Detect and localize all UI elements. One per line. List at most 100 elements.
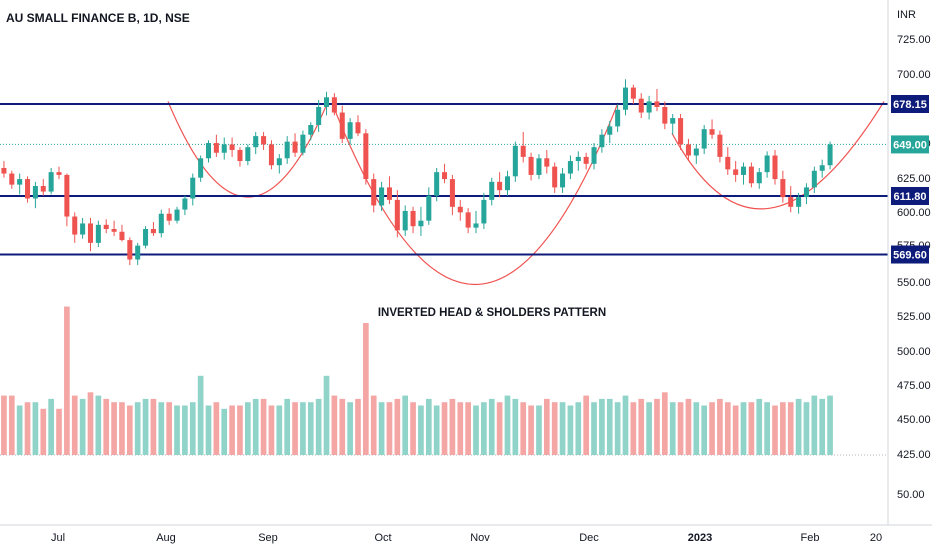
volume-bar — [536, 405, 542, 455]
volume-bar — [780, 402, 786, 455]
candle-body — [190, 177, 196, 199]
candle-body — [442, 172, 448, 180]
volume-bar — [229, 405, 235, 455]
volume-bar — [748, 402, 755, 455]
candle-body — [756, 172, 762, 184]
candle-body — [560, 173, 566, 188]
candle-body — [268, 144, 274, 166]
candle-body — [536, 158, 542, 175]
candle — [638, 93, 644, 119]
candle-body — [410, 210, 416, 227]
candle-body — [638, 98, 644, 113]
price-tick-label: 600.00 — [897, 207, 931, 219]
volume-bar — [488, 398, 495, 455]
candle-body — [64, 174, 70, 217]
candle-body — [504, 176, 510, 191]
pattern-arc[interactable] — [671, 101, 885, 210]
candle-body — [544, 158, 550, 167]
volume-bar — [197, 375, 204, 455]
volume-bar — [567, 405, 574, 455]
volume-bar — [260, 398, 267, 455]
candle — [150, 222, 156, 236]
candle-body — [457, 206, 463, 213]
volume-bar — [599, 398, 605, 455]
candle-body — [646, 101, 652, 113]
candle — [685, 138, 691, 162]
price-tags: 678.15 611.80 569.60 649.00 — [891, 95, 929, 264]
candle — [434, 167, 440, 202]
candle-body — [331, 97, 337, 113]
candle — [646, 95, 652, 120]
candle — [796, 192, 802, 214]
price-tag — [891, 245, 929, 264]
candle — [748, 162, 754, 188]
candle — [347, 118, 353, 145]
candle — [355, 115, 361, 137]
candle-body — [819, 165, 825, 171]
candle-body — [497, 181, 503, 191]
candle-body — [741, 166, 747, 175]
volume-bar — [606, 398, 613, 455]
candle-body — [678, 118, 684, 145]
volume-bar — [79, 398, 86, 455]
volume-bar — [685, 398, 692, 455]
volume-bar — [95, 395, 102, 455]
volume-bar — [496, 402, 503, 455]
candle — [119, 224, 125, 242]
candle-body — [402, 210, 408, 231]
candle-body — [662, 106, 668, 124]
volume-bar — [465, 402, 471, 455]
time-axis[interactable]: Jul Aug Sep Oct Nov Dec 2023 Feb 20 — [51, 532, 882, 544]
candle — [457, 199, 463, 221]
pattern-annotation: INVERTED HEAD & SHOLDERS PATTERN — [378, 307, 606, 319]
volume-bar — [402, 395, 409, 455]
candle — [56, 166, 62, 180]
candle — [127, 237, 133, 266]
candle-body — [111, 229, 117, 232]
volume-bar — [441, 402, 448, 455]
candle — [473, 210, 479, 234]
candle-body — [9, 173, 15, 185]
volume-bar — [646, 402, 652, 455]
candle-body — [780, 179, 786, 198]
volume-bar — [276, 405, 283, 455]
candle — [725, 147, 731, 175]
time-tick-label: Nov — [470, 532, 490, 544]
candle-body — [182, 198, 188, 210]
candle — [32, 181, 38, 209]
volume-bar — [764, 402, 770, 455]
candle-body — [347, 122, 353, 139]
candle-body — [213, 143, 219, 153]
candle — [489, 177, 495, 206]
price-tick-label: 525.00 — [897, 311, 931, 323]
time-tick-label: Sep — [258, 532, 278, 544]
candle-body — [158, 213, 164, 234]
candle — [678, 113, 684, 150]
candle — [158, 209, 164, 238]
candle-body — [575, 156, 581, 162]
price-tag-label: 649.00 — [893, 139, 927, 151]
candle — [583, 152, 589, 170]
volume-bar — [693, 402, 700, 455]
volume-bar — [803, 402, 810, 455]
volume-bar — [237, 405, 243, 455]
volume-bar — [370, 395, 377, 455]
candle — [662, 101, 668, 130]
candle-body — [748, 166, 754, 184]
candle-body — [434, 172, 440, 196]
volume-bar — [622, 395, 629, 455]
candle — [693, 144, 699, 164]
candle — [331, 93, 337, 116]
volume-bar — [142, 398, 149, 455]
volume-bar — [1, 395, 7, 455]
candle — [379, 181, 385, 211]
candle — [87, 217, 93, 252]
volume-bar — [732, 405, 739, 455]
candle — [402, 205, 408, 236]
candle — [567, 155, 573, 180]
candle — [717, 130, 723, 163]
volume-bar — [174, 405, 180, 455]
volume-bar — [386, 402, 393, 455]
volume-bar — [772, 405, 778, 455]
